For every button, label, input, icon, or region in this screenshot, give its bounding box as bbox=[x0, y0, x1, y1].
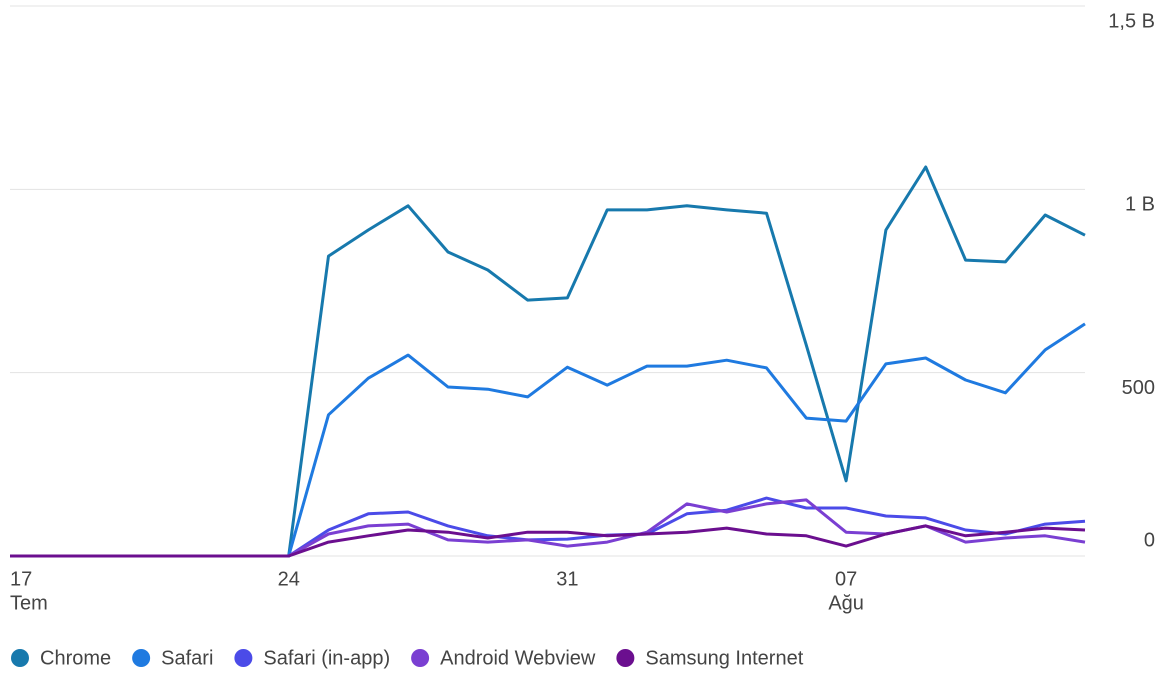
legend-label: Safari bbox=[161, 647, 213, 669]
x-tick-label: 24 bbox=[278, 568, 300, 590]
series-line bbox=[10, 524, 1086, 558]
series-line bbox=[10, 498, 1086, 558]
legend-label: Safari (in-app) bbox=[263, 647, 390, 669]
legend-swatch bbox=[234, 649, 253, 667]
legend-swatch bbox=[411, 649, 430, 667]
y-tick-label: 500 bbox=[1122, 377, 1155, 399]
y-tick-label: 1 B bbox=[1125, 194, 1155, 216]
legend-swatch bbox=[616, 649, 635, 667]
x-tick-label: 17 bbox=[10, 568, 32, 590]
legend-swatch bbox=[132, 649, 151, 667]
x-tick-label: 07 bbox=[835, 568, 857, 590]
series-line bbox=[10, 165, 1086, 558]
y-tick-label: 1,5 B bbox=[1108, 10, 1155, 32]
legend-label: Android Webview bbox=[440, 647, 596, 669]
x-tick-label: 31 bbox=[556, 568, 578, 590]
legend-swatch bbox=[11, 649, 29, 667]
y-tick-label: 0 bbox=[1144, 529, 1155, 551]
series-line bbox=[10, 322, 1086, 558]
legend-label: Chrome bbox=[40, 647, 111, 669]
x-month-label: Tem bbox=[10, 592, 48, 614]
legend-label: Samsung Internet bbox=[645, 647, 803, 669]
x-month-label: Ağu bbox=[828, 592, 864, 614]
